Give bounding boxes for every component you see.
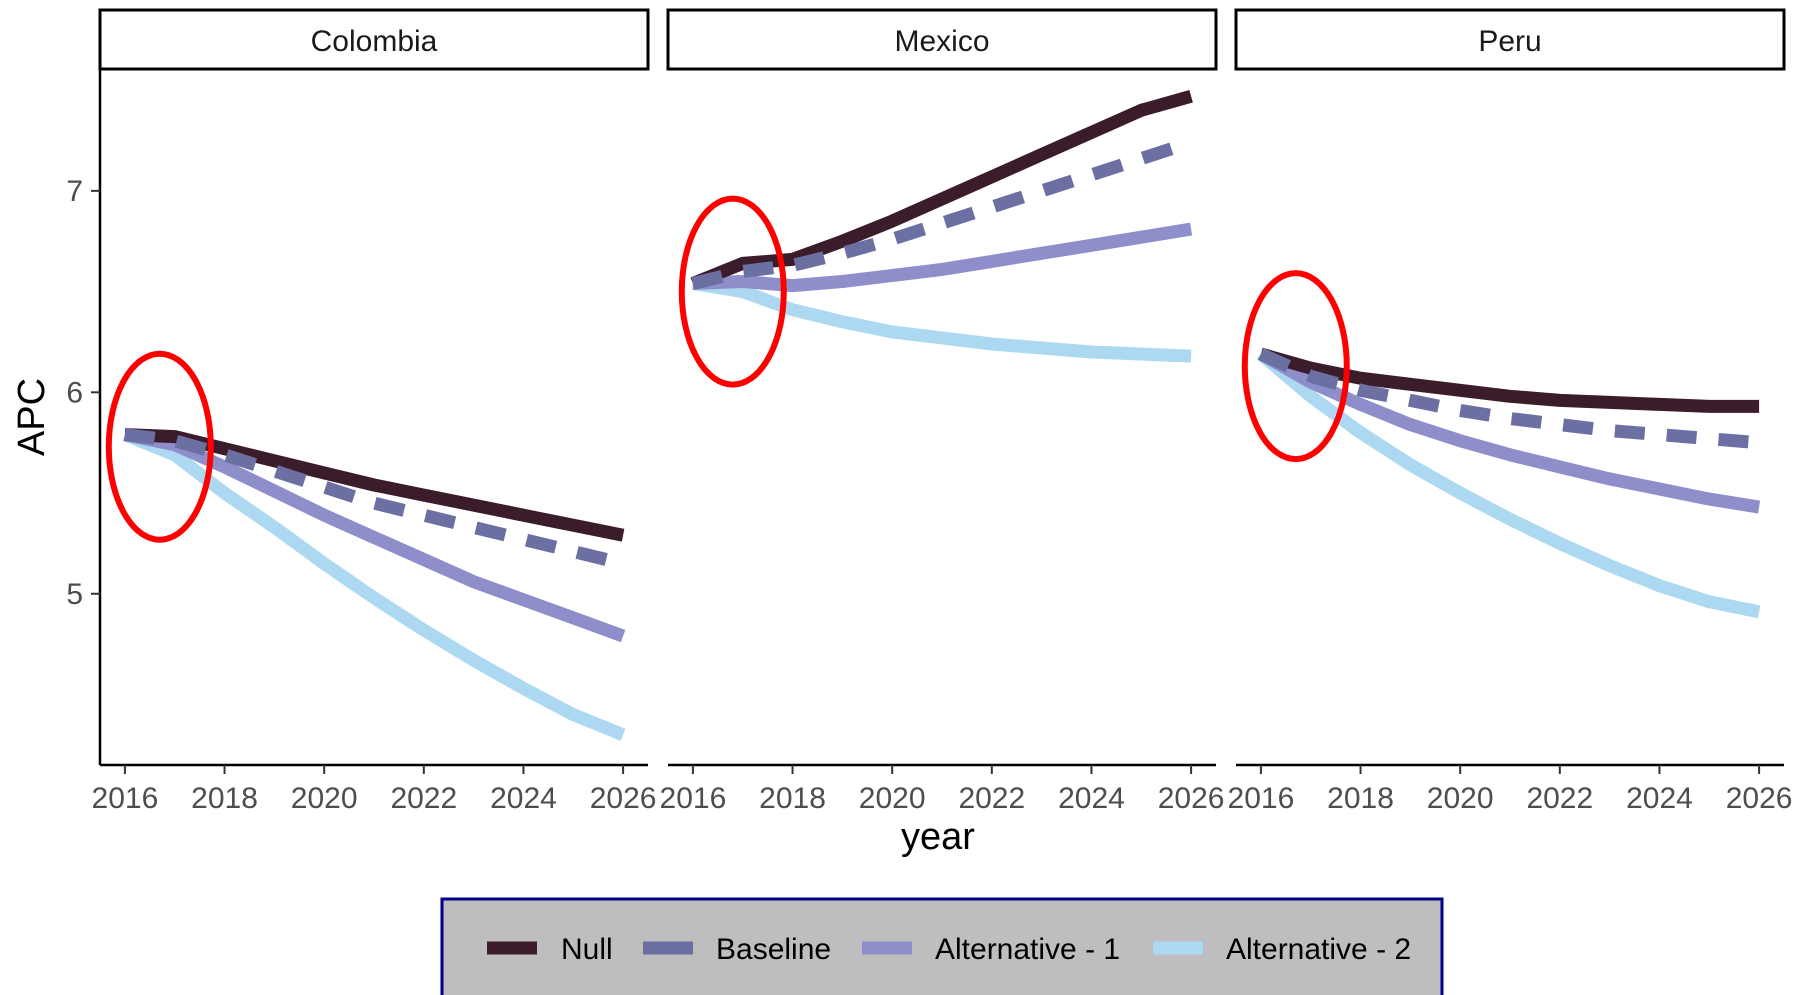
series-line-alternative-2 (691, 277, 1192, 363)
series-line-alternative-2 (1256, 349, 1761, 619)
panel-peru: Peru 2016 2018 2020 2022 2024 2026 (1228, 8, 1793, 815)
legend-label: Alternative - 2 (1226, 933, 1411, 966)
x-tick-label: 2024 (490, 782, 557, 815)
legend-label: Null (561, 933, 613, 966)
series-line-baseline (124, 428, 625, 570)
x-tick-label: 2016 (1228, 782, 1295, 815)
x-tick-label: 2022 (390, 782, 457, 815)
highlight-ellipse (105, 350, 214, 543)
x-tick-label: 2020 (859, 782, 926, 815)
strip-label: Mexico (894, 25, 989, 58)
y-axis: 5 6 7 (66, 70, 102, 765)
x-tick-label: 2026 (1726, 782, 1793, 815)
x-tick-label: 2024 (1058, 782, 1125, 815)
series-line-baseline (1258, 348, 1760, 450)
legend-box (440, 897, 1444, 995)
facet-panels: Colombia 2016 2018 2020 2022 2024 2026 Mexico 20… (92, 8, 1793, 815)
x-axis-title: year (901, 816, 975, 858)
x-tick-label: 2026 (590, 782, 657, 815)
x-tick-label: 2024 (1626, 782, 1693, 815)
panel-colombia: Colombia 2016 2018 2020 2022 2024 2026 (92, 8, 657, 815)
highlight-ellipse (678, 195, 787, 388)
legend-label: Baseline (716, 933, 831, 966)
x-tick-label: 2018 (191, 782, 258, 815)
strip-box (1234, 8, 1786, 71)
x-tick-label: 2018 (759, 782, 826, 815)
y-tick-label: 7 (66, 175, 83, 208)
series-line-alternative-1 (123, 428, 626, 643)
x-tick-label: 2022 (1526, 782, 1593, 815)
x-tick-label: 2016 (660, 782, 727, 815)
highlight-ellipse (1241, 270, 1350, 463)
strip-box (98, 8, 650, 71)
strip-label: Peru (1478, 25, 1541, 58)
x-tick-label: 2020 (291, 782, 358, 815)
x-tick-label: 2026 (1158, 782, 1225, 815)
x-tick-label: 2016 (92, 782, 159, 815)
x-tick-label: 2022 (958, 782, 1025, 815)
series-line-null (690, 89, 1193, 290)
x-tick-label: 2018 (1327, 782, 1394, 815)
x-tick-label: 2020 (1427, 782, 1494, 815)
series-line-alternative-1 (692, 222, 1193, 293)
y-axis-title: APC (11, 378, 53, 456)
legend: Null Baseline Alternative - 1 Alternative -… (440, 897, 1444, 995)
y-tick-label: 6 (66, 376, 83, 409)
legend-label: Alternative - 1 (935, 933, 1120, 966)
y-tick-label: 5 (66, 578, 83, 611)
strip-label: Colombia (311, 25, 438, 58)
strip-box (666, 8, 1218, 71)
panel-mexico: Mexico 2016 2018 2020 2022 2024 2026 (660, 8, 1225, 815)
series-line-baseline (691, 136, 1194, 290)
